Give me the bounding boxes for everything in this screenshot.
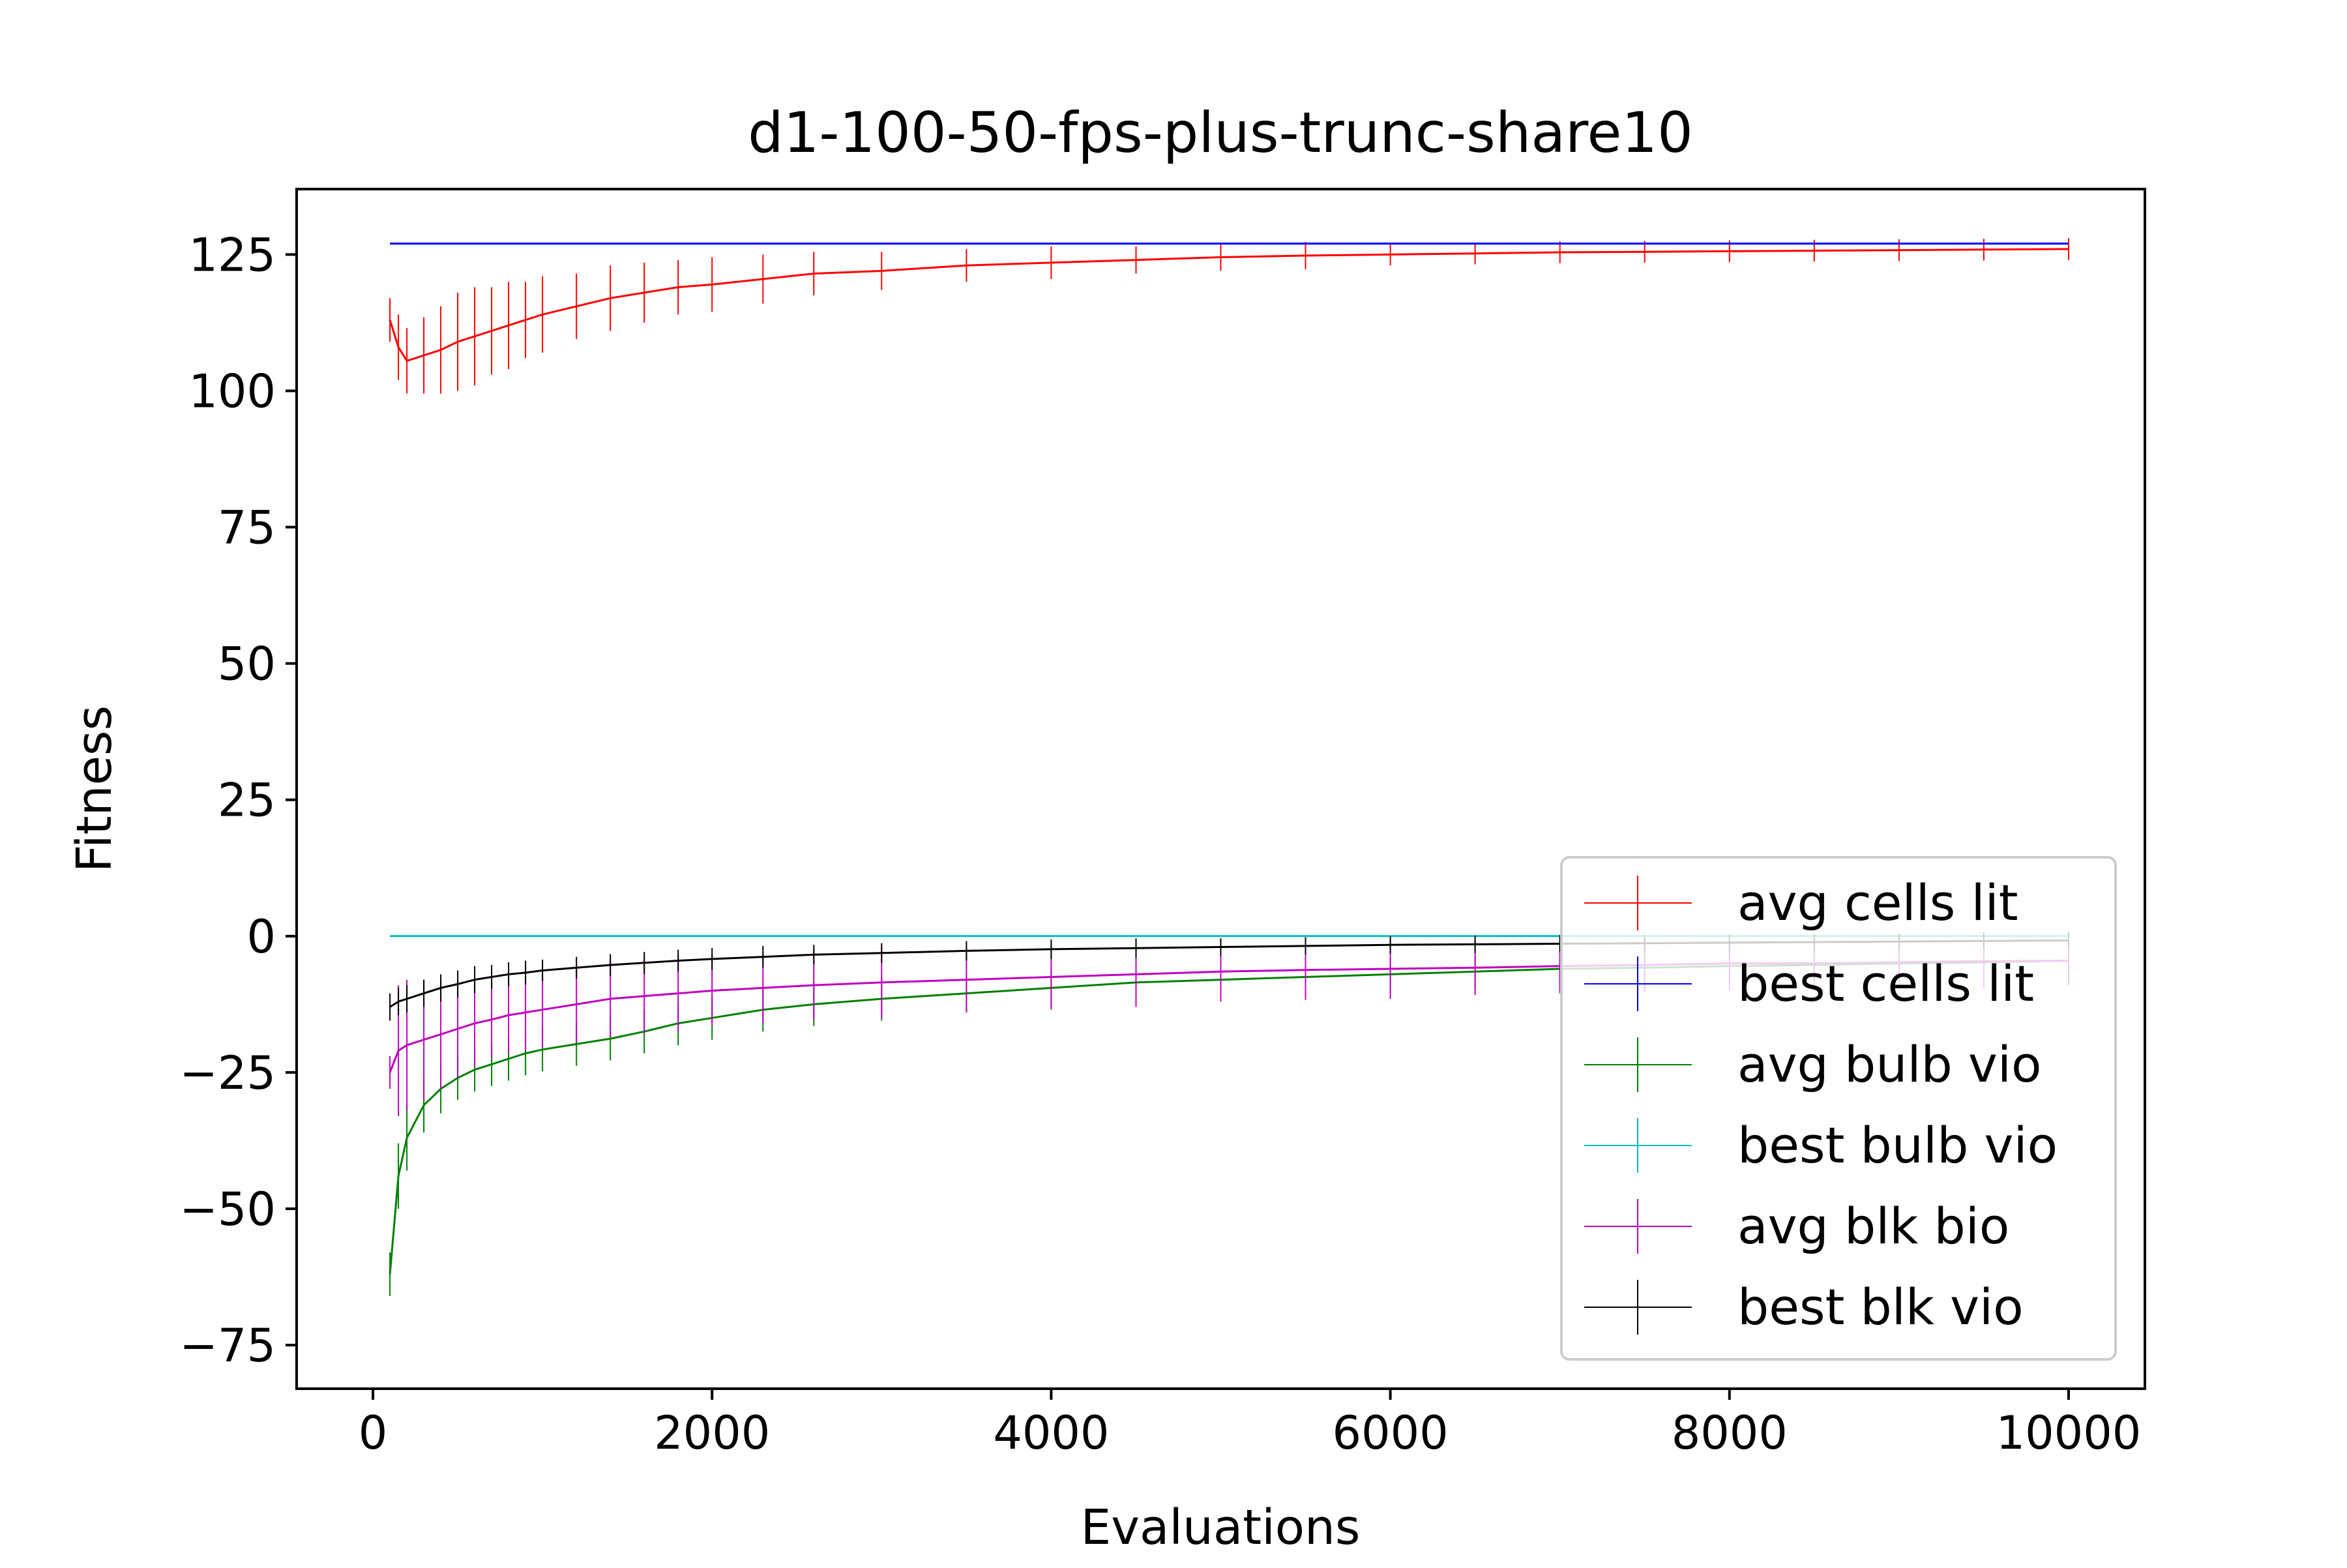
y-axis-ticks: −75 −50 −25 0 25 50 75 100 125 (179, 228, 297, 1372)
y-axis-label: Fitness (66, 705, 123, 872)
legend-item: avg cells lit (1584, 874, 2018, 932)
x-tick-label: 4000 (993, 1406, 1109, 1460)
y-tick-label: 0 (246, 910, 276, 964)
legend-item: best blk vio (1584, 1278, 2024, 1336)
y-tick-label: −75 (179, 1319, 276, 1372)
y-tick-label: 25 (218, 774, 276, 827)
legend-label: avg cells lit (1737, 874, 2018, 932)
x-axis-label: Evaluations (1080, 1500, 1360, 1556)
legend-item: avg blk bio (1584, 1197, 2009, 1255)
y-tick-label: 75 (218, 501, 276, 555)
y-tick-label: −25 (179, 1046, 276, 1100)
y-tick-label: 50 (218, 638, 276, 691)
x-tick-label: 10000 (1996, 1406, 2142, 1460)
legend-item: avg bulb vio (1584, 1035, 2041, 1093)
legend-label: avg blk bio (1737, 1197, 2009, 1255)
legend: avg cells lit best cells lit avg bulb vio b… (1560, 856, 2117, 1361)
legend-item: best cells lit (1584, 954, 2034, 1013)
x-tick-label: 0 (359, 1406, 388, 1460)
x-tick-label: 8000 (1672, 1406, 1788, 1460)
x-tick-label: 2000 (654, 1406, 770, 1460)
chart-title: d1-100-50-fps-plus-trunc-share10 (748, 100, 1693, 166)
x-tick-label: 6000 (1333, 1406, 1449, 1460)
legend-label: best blk vio (1737, 1278, 2024, 1336)
legend-box (1560, 856, 2117, 1361)
plot-frame (295, 188, 2146, 1390)
legend-label: best bulb vio (1737, 1116, 2058, 1174)
series-0 (389, 238, 2069, 394)
y-tick-label: 125 (188, 228, 276, 282)
legend-label: avg bulb vio (1737, 1035, 2041, 1093)
x-axis-ticks: 0 2000 4000 6000 8000 10000 (359, 1389, 2142, 1460)
y-tick-label: −50 (179, 1183, 276, 1236)
legend-label: best cells lit (1737, 954, 2034, 1013)
legend-item: best bulb vio (1584, 1116, 2058, 1174)
y-tick-label: 100 (188, 364, 276, 418)
